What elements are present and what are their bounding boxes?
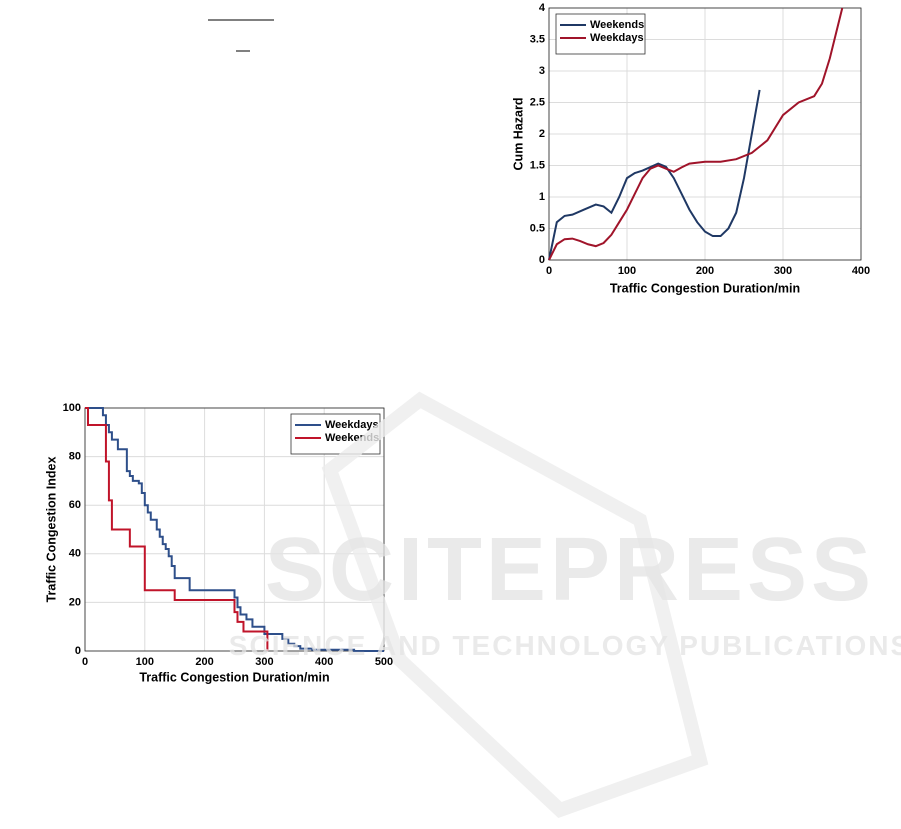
y-tick-label: 60: [69, 499, 81, 511]
y-tick-label: 4: [539, 2, 546, 14]
y-tick-label: 100: [63, 402, 81, 414]
legend-label: Weekends: [325, 432, 379, 444]
x-tick-label: 300: [774, 265, 792, 277]
chart: 0 100 200 300 400 0 0.5 1 1.5 2 2.5 3 3.5 4 Traffic Co…: [511, 2, 870, 295]
data-line: [548, 89, 761, 261]
y-tick-label: 3.5: [530, 33, 545, 45]
x-tick-label: 100: [618, 265, 636, 277]
y-tick-label: 0: [75, 645, 81, 657]
x-tick-label: 500: [375, 656, 393, 668]
y-tick-label: 3: [539, 65, 545, 77]
legend-label: Weekends: [590, 19, 644, 31]
data-line: [85, 407, 269, 651]
legend-box: [555, 13, 646, 55]
y-axis-label: Traffic Congestion Index: [44, 457, 58, 603]
y-tick-label: 0.5: [530, 222, 545, 234]
x-tick-label: 0: [546, 265, 552, 277]
y-tick-label: 2.5: [530, 96, 545, 108]
y-tick-label: 20: [69, 596, 81, 608]
x-tick-label: 400: [315, 656, 333, 668]
legend-label: Weekdays: [590, 32, 644, 44]
y-tick-label: 40: [69, 548, 81, 560]
y-tick-label: 80: [69, 451, 81, 463]
x-tick-label: 100: [136, 656, 154, 668]
x-tick-label: 0: [82, 656, 88, 668]
y-tick-label: 2: [539, 128, 545, 140]
y-tick-label: 0: [539, 254, 545, 266]
x-axis-label: Traffic Congestion Duration/min: [610, 281, 800, 295]
x-tick-label: 200: [696, 265, 714, 277]
y-tick-label: 1: [539, 191, 545, 203]
data-line: [85, 407, 384, 652]
y-tick-label: 1.5: [530, 159, 545, 171]
x-axis-label: Traffic Congestion Duration/min: [139, 670, 329, 684]
data-line: [548, 7, 844, 261]
x-tick-label: 300: [255, 656, 273, 668]
x-tick-label: 400: [852, 265, 870, 277]
x-tick-label: 200: [195, 656, 213, 668]
y-axis-label: Cum Hazard: [511, 98, 525, 171]
legend-label: Weekdays: [325, 419, 379, 431]
chart: 0 100 200 300 400 500 0 20 40 60 80 100 Traffic Cong…: [44, 402, 393, 684]
plot-frame: [548, 7, 862, 261]
